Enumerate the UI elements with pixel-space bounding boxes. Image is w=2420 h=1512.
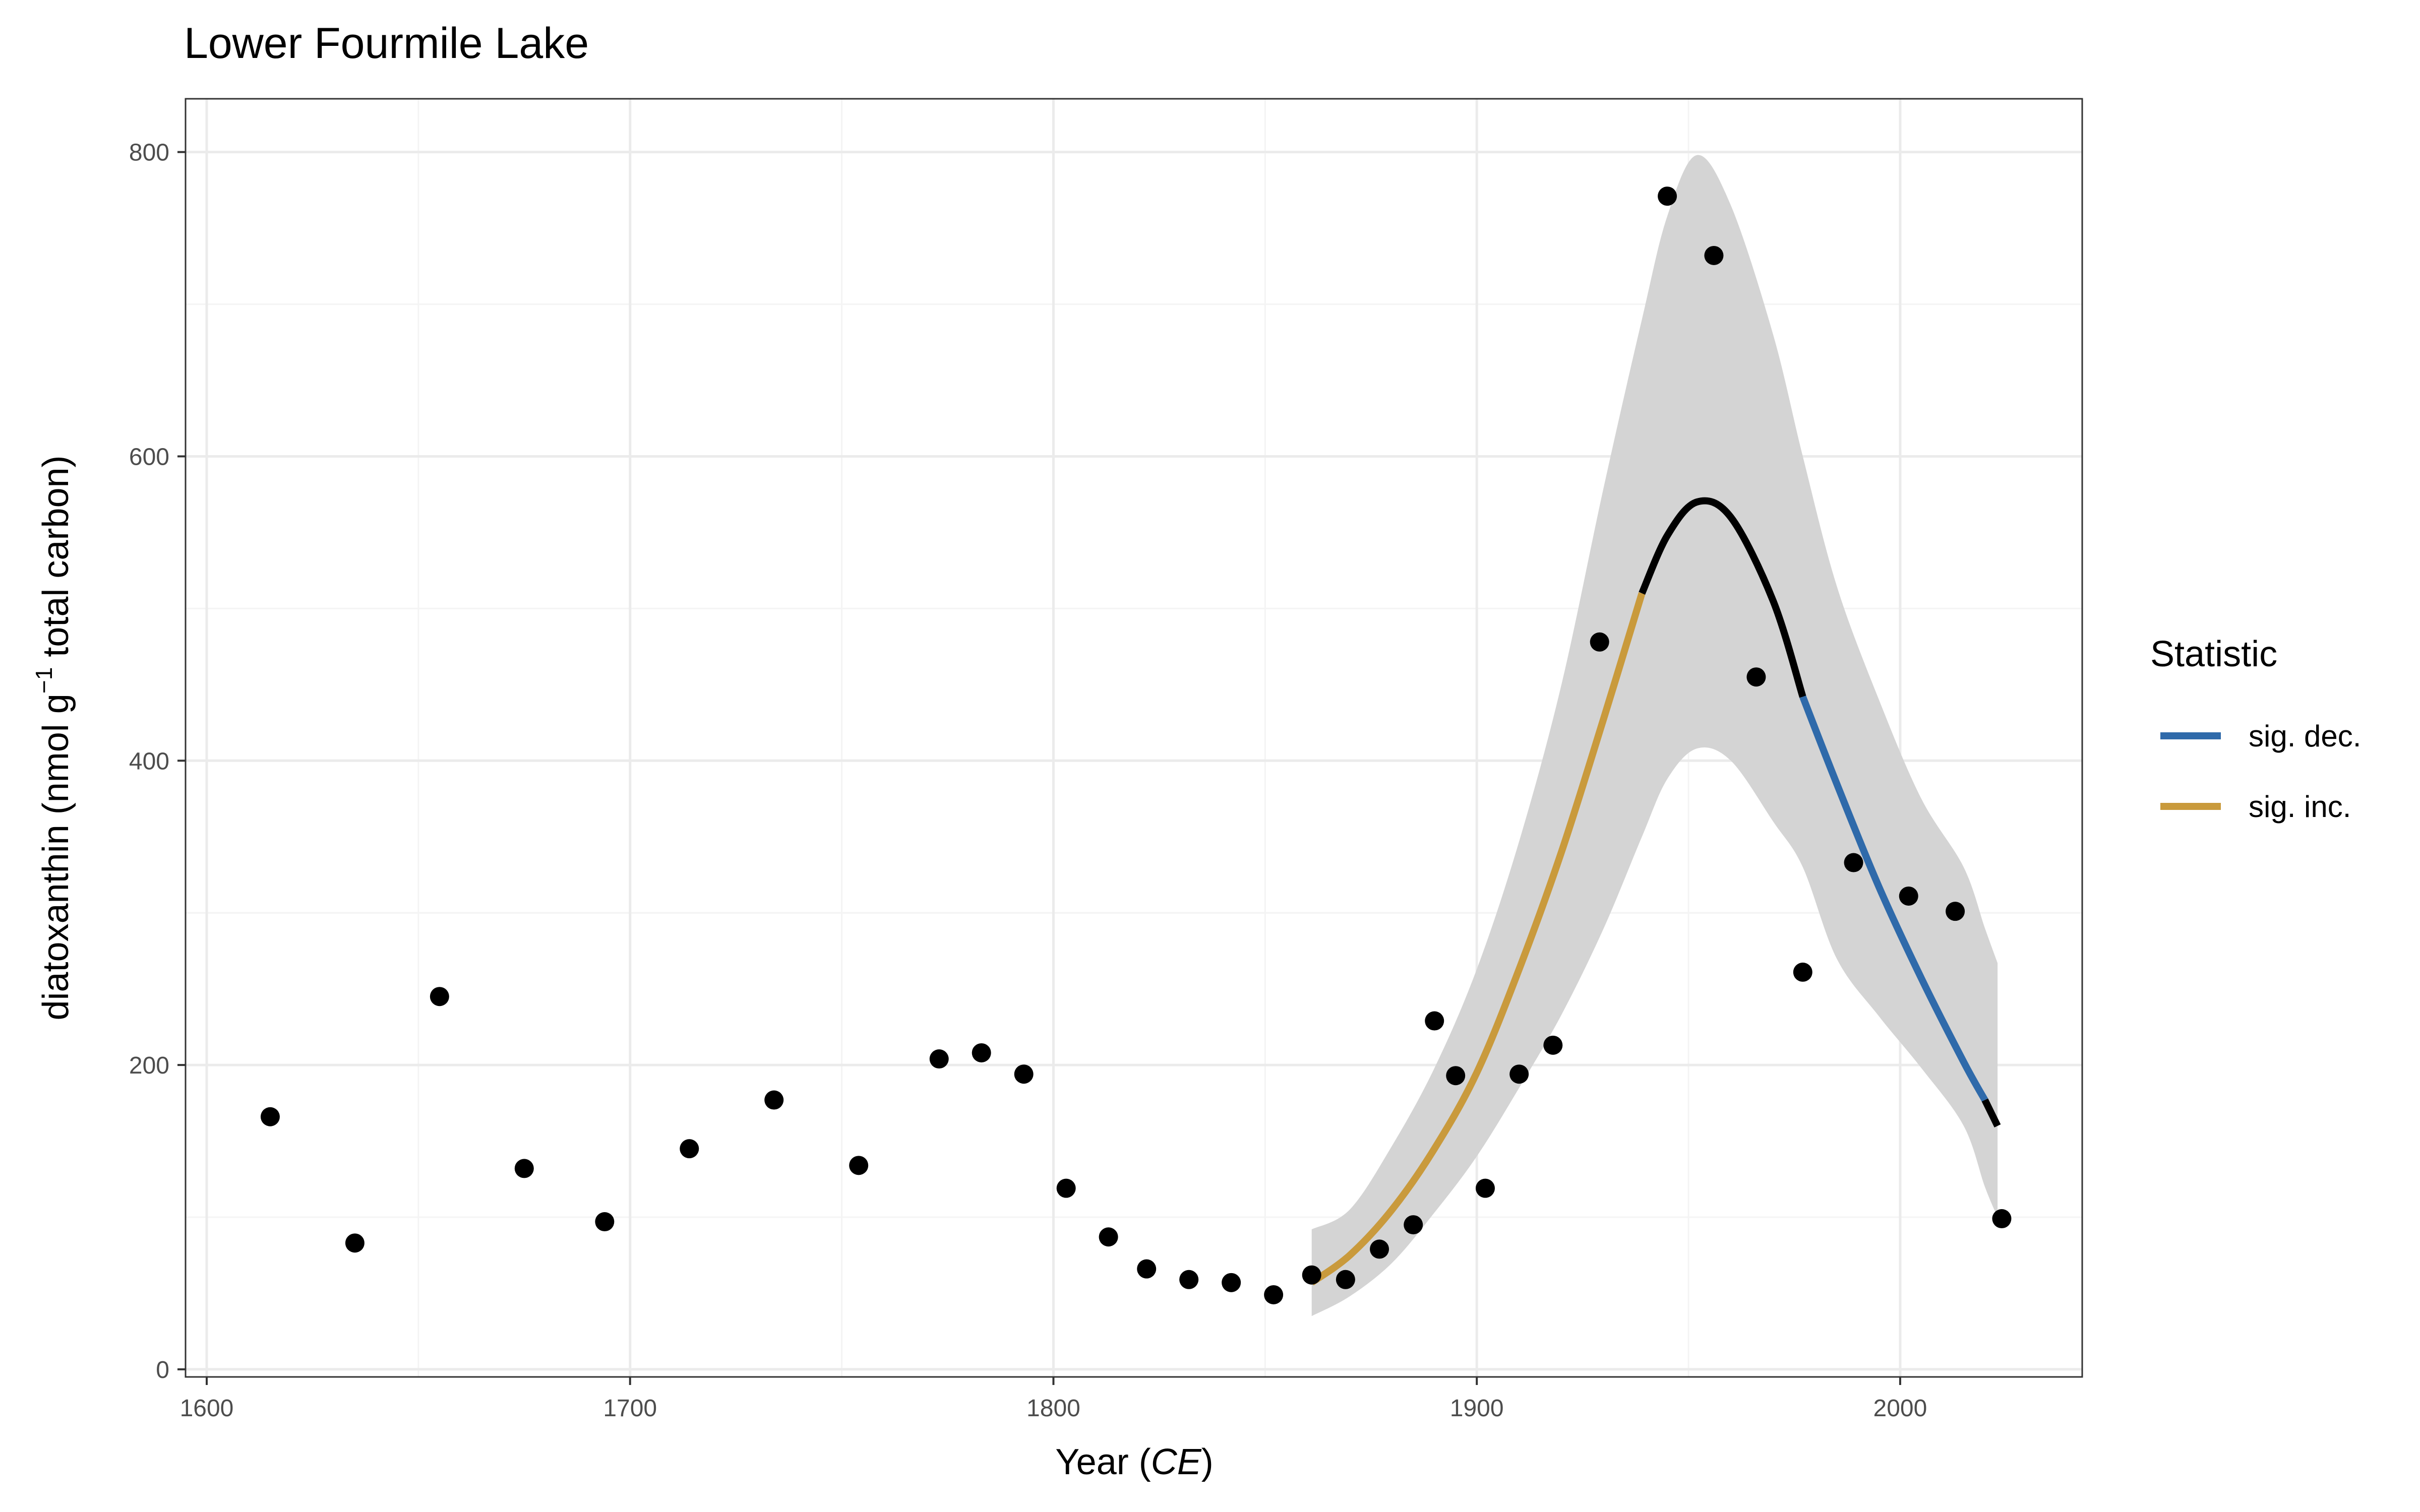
data-point [1793, 962, 1812, 982]
y-axis: 0 200 400 600 800 [129, 140, 186, 1383]
data-point [849, 1156, 869, 1175]
data-point [1336, 1270, 1355, 1289]
legend: Statistic sig. dec. sig. inc. [2150, 634, 2361, 824]
x-axis-title: Year (CE) [1055, 1442, 1213, 1482]
data-point [1099, 1227, 1118, 1247]
data-point [1746, 667, 1766, 687]
x-tick-label: 1600 [180, 1395, 234, 1422]
data-point [1014, 1064, 1034, 1084]
data-point [1404, 1215, 1423, 1235]
data-point [1844, 853, 1863, 872]
confidence-band [1311, 155, 1998, 1316]
trend-segment [1309, 592, 1646, 1286]
data-point [1425, 1011, 1444, 1031]
y-tick-label: 600 [129, 444, 169, 470]
y-tick-label: 800 [129, 140, 169, 166]
data-point [430, 987, 449, 1006]
data-point [680, 1139, 699, 1159]
legend-label-sig-dec: sig. dec. [2249, 719, 2361, 753]
data-point [764, 1090, 784, 1110]
data-point [260, 1107, 280, 1126]
legend-title: Statistic [2150, 634, 2277, 674]
x-tick-label: 1700 [603, 1395, 657, 1422]
data-point [972, 1043, 991, 1062]
data-point [1543, 1035, 1563, 1055]
data-point [1475, 1178, 1495, 1198]
data-point [1222, 1273, 1241, 1292]
legend-label-sig-inc: sig. inc. [2249, 790, 2351, 824]
data-point [1264, 1285, 1284, 1304]
x-tick-label: 2000 [1873, 1395, 1927, 1422]
data-point [1302, 1265, 1321, 1285]
x-tick-label: 1800 [1026, 1395, 1080, 1422]
trend-line [1309, 497, 2001, 1286]
data-point [1509, 1064, 1529, 1084]
y-tick-label: 200 [129, 1052, 169, 1079]
data-point [1446, 1066, 1466, 1086]
trend-segment [1639, 497, 1806, 698]
data-point [1179, 1270, 1199, 1289]
data-point [1370, 1239, 1389, 1259]
data-point [1992, 1209, 2012, 1229]
data-point [1056, 1178, 1076, 1198]
chart-title: Lower Fourmile Lake [184, 19, 589, 68]
data-point [1590, 632, 1609, 652]
panel-border [185, 98, 2083, 1378]
trend-segment [1981, 1098, 2001, 1127]
data-point [514, 1159, 534, 1178]
y-axis-title: diatoxanthin (nmol g−1 total carbon) [31, 455, 76, 1020]
data-point [929, 1049, 949, 1069]
data-points [260, 186, 2012, 1304]
x-tick-label: 1900 [1450, 1395, 1504, 1422]
y-tick-label: 0 [156, 1357, 169, 1383]
trend-segment [1799, 695, 1988, 1102]
data-point [345, 1233, 365, 1253]
x-axis: 1600 1700 1800 1900 2000 [180, 1377, 1927, 1422]
data-point [1899, 886, 1918, 906]
y-tick-label: 400 [129, 748, 169, 775]
data-point [1658, 186, 1677, 206]
data-point [595, 1212, 615, 1232]
data-point [1137, 1259, 1157, 1279]
data-point [1946, 902, 1965, 921]
confidence-ribbon [1311, 155, 1998, 1316]
data-point [1704, 245, 1724, 265]
grid-major [186, 99, 2082, 1377]
